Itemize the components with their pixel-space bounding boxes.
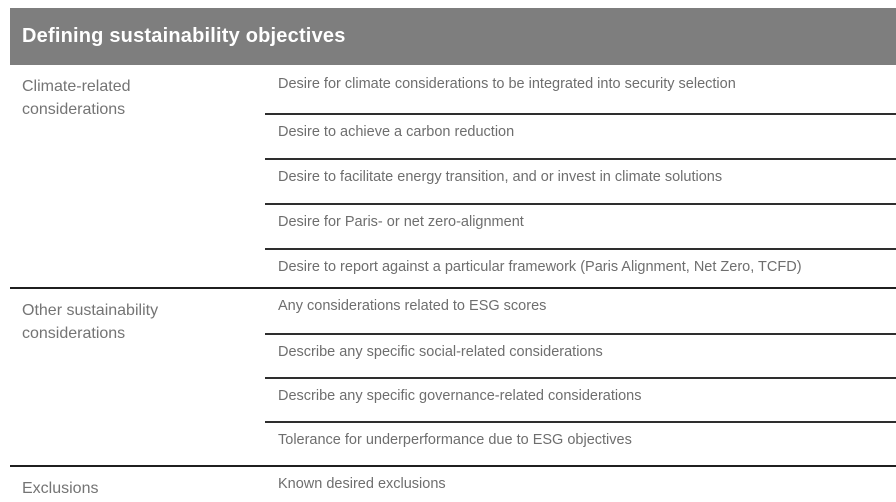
section-other-sustainability: Other sustainability considerations Any …: [10, 287, 896, 465]
table-row: Desire for Paris- or net zero-alignment: [265, 203, 896, 248]
page-title: Defining sustainability objectives: [22, 25, 346, 47]
table-row: Desire for climate considerations to be …: [278, 76, 736, 92]
section-label: Other sustainability considerations: [22, 302, 159, 343]
section-items: Any considerations related to ESG scores…: [265, 289, 896, 465]
section-items: Known desired exclusions: [265, 467, 896, 502]
section-exclusions: Exclusions Known desired exclusions: [10, 465, 896, 502]
section-climate-considerations: Climate-related considerations Desire fo…: [10, 65, 896, 287]
table-row: Describe any specific governance-related…: [265, 377, 896, 421]
table-row: Any considerations related to ESG scores: [278, 298, 547, 314]
section-items: Desire for climate considerations to be …: [265, 65, 896, 287]
table-row: Describe any specific social-related con…: [265, 333, 896, 377]
table-row: Tolerance for underperformance due to ES…: [265, 421, 896, 465]
section-header-bar: Defining sustainability objectives: [10, 8, 896, 65]
table-row: Desire to facilitate energy transition, …: [265, 158, 896, 203]
table-row: Known desired exclusions: [278, 476, 446, 492]
table-row: Desire to report against a particular fr…: [265, 248, 896, 287]
section-label: Climate-related considerations: [22, 78, 131, 119]
table-row: Desire to achieve a carbon reduction: [265, 113, 896, 158]
section-label: Exclusions: [22, 480, 99, 497]
objectives-table: Climate-related considerations Desire fo…: [10, 65, 896, 502]
